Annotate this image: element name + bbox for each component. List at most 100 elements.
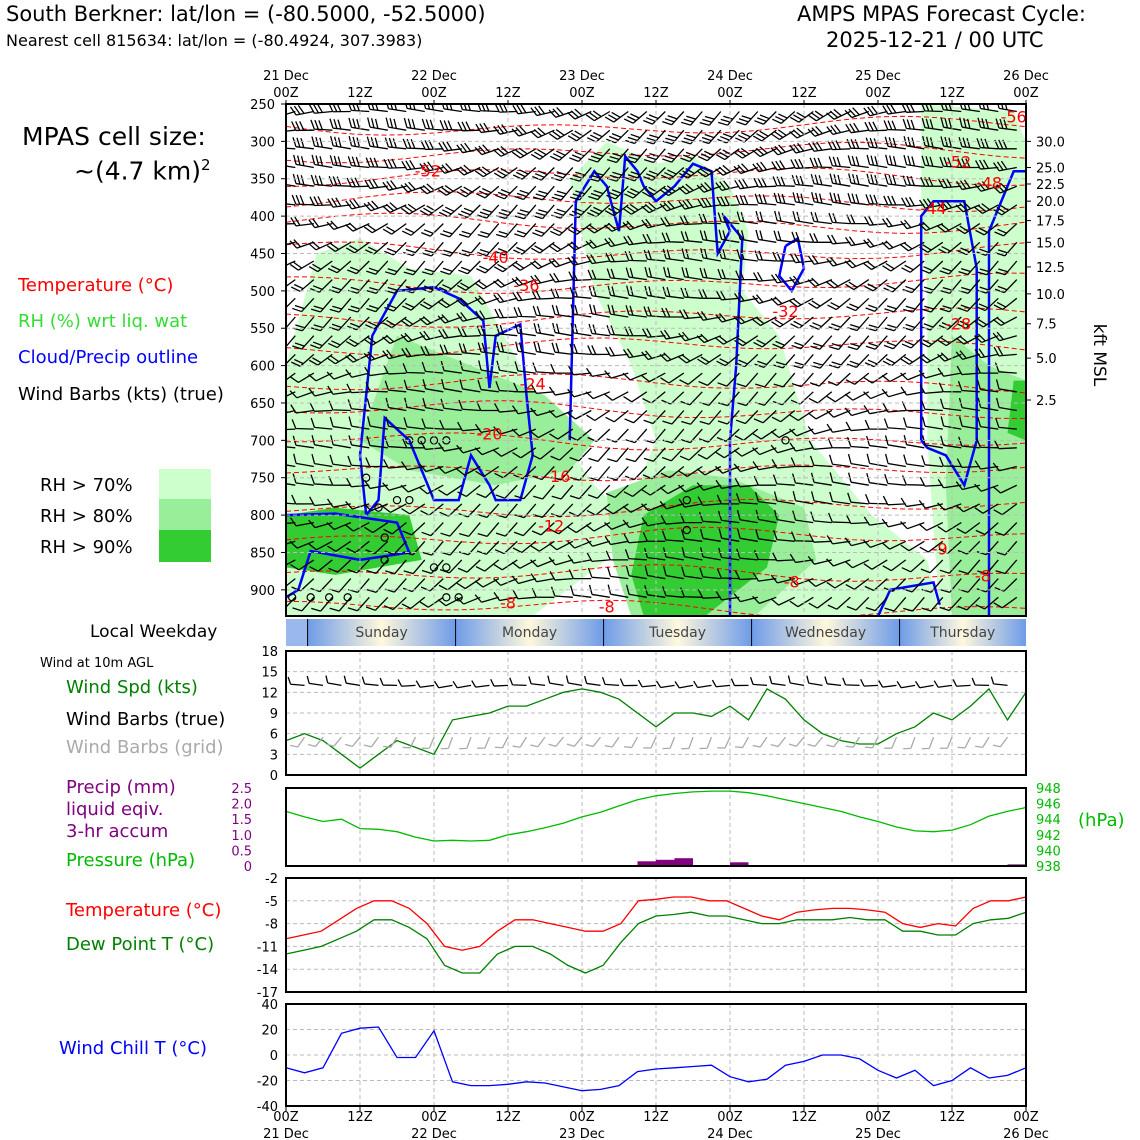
temp-panel-ytick-3: -11 [257, 940, 278, 955]
wind-barb-400 [286, 297, 296, 312]
surface-grid-barb-9 [440, 736, 454, 750]
cloud-outline-5 [987, 170, 1026, 616]
wind-barb-510 [829, 335, 851, 351]
wind-barb-752 [865, 435, 888, 449]
wind-barb-553 [882, 353, 907, 367]
wind-barb-715 [921, 416, 943, 430]
legend-rh: RH (%) wrt liq. wat [18, 311, 188, 332]
wind-barb-388 [789, 275, 814, 286]
wind-barb-245 [363, 223, 389, 234]
wind-barb-323 [327, 260, 352, 274]
wind-barb-363 [329, 279, 352, 294]
surface-wind-barb-17 [584, 675, 601, 687]
wind-barb-1016 [568, 569, 592, 580]
calm-circle-11 [343, 593, 352, 602]
wind-barb-1069 [808, 596, 833, 609]
wind-barb-522 [308, 353, 333, 366]
wind-barb-531 [477, 342, 499, 356]
wind-barb-81 [292, 137, 314, 150]
wind-barb-1014 [530, 573, 555, 583]
calm-circle-9 [306, 593, 315, 602]
wind-barb-954 [900, 540, 925, 552]
wind-barb-597 [956, 365, 980, 376]
wind-barb-810 [457, 484, 481, 498]
wind-barb-424 [716, 290, 740, 301]
pressure-ytick-0: 938 [1036, 860, 1061, 875]
wind-barb-975 [548, 556, 573, 566]
wind-barb-614 [531, 384, 555, 395]
wind-barb-4 [347, 104, 370, 113]
wind-barb-798 [974, 460, 999, 470]
wind-barb-596 [937, 367, 962, 377]
wind-barb-103 [698, 148, 722, 162]
cloud-outline-3 [777, 236, 806, 294]
wind-barb-248 [421, 223, 444, 237]
wind-barb-321 [289, 260, 315, 271]
wind-barb-960 [286, 559, 296, 569]
wind-barb-560 [286, 372, 296, 385]
wind-barb-637 [957, 381, 980, 393]
wind-barb-550 [828, 353, 851, 369]
wind-barb-48 [421, 118, 444, 131]
wind-barb-71 [845, 122, 869, 134]
surface-grid-barb-18 [604, 736, 620, 748]
wind-barb-586 [755, 372, 777, 388]
wind-barb-1076 [939, 596, 962, 612]
wind-barb-964 [347, 559, 370, 574]
bottom-date-label-6: 24 Dec [707, 1127, 753, 1140]
wind-barb-108 [789, 142, 814, 154]
wind-barb-369 [439, 279, 463, 293]
wind-barb-734 [531, 447, 555, 460]
wind-barb-110 [827, 140, 851, 151]
wind-barb-1057 [588, 584, 610, 598]
chill-panel-ytick-4: -40 [257, 1100, 278, 1115]
wind-barb-876 [937, 502, 962, 511]
wind-barb-998 [977, 559, 999, 575]
wind-barb-515 [919, 335, 944, 348]
wind-barb-713 [883, 418, 906, 430]
wind-barb-480 [286, 335, 296, 351]
wind-barb-786 [752, 461, 777, 471]
wind-barb-213 [514, 204, 537, 220]
wind-barb-816 [569, 484, 592, 500]
wind-barb-504 [715, 335, 740, 345]
wind-barb-561 [289, 372, 315, 383]
wind-barb-961 [290, 559, 315, 571]
bottom-date-label-8: 25 Dec [855, 1127, 901, 1140]
wind-barb-730 [456, 444, 481, 454]
wind-barb-965 [366, 559, 389, 575]
wind-barb-1078 [975, 596, 999, 610]
wind-barb-223 [697, 197, 721, 209]
wind-barb-765 [365, 457, 388, 468]
hpa-tick-label-500: 500 [250, 285, 275, 300]
wind-barb-517 [955, 335, 981, 345]
wind-barb-222 [678, 199, 703, 210]
wind-barb-482 [310, 335, 333, 350]
wind-barb-813 [514, 484, 537, 500]
precip-ytick-1: 0.5 [231, 844, 252, 859]
wind-barb-260 [641, 218, 666, 229]
temperature-contour-label-1: -52 [415, 162, 441, 181]
wind-barb-793 [884, 453, 906, 468]
wind-barb-384 [717, 268, 740, 281]
pressure-line [285, 790, 1027, 842]
wind-barb-934 [530, 540, 555, 552]
temperature-contour-15 [286, 564, 1026, 582]
wind-barb-844 [345, 501, 370, 510]
wind-barb-638 [976, 379, 999, 393]
wind-barb-842 [309, 496, 333, 507]
wind-barb-27 [772, 111, 796, 124]
wind-barb-333 [511, 260, 537, 271]
wind-barb-227 [773, 192, 795, 206]
wind-barb-589 [809, 372, 833, 387]
wind-barb-540 [641, 350, 666, 361]
wind-barb-429 [808, 297, 833, 309]
chill-panel-ytick-3: -20 [257, 1075, 278, 1090]
wind-barb-143 [696, 166, 722, 178]
wind-barb-183 [696, 181, 722, 193]
calm-circle-4 [380, 533, 389, 542]
top-hour-label-7: 12Z [791, 86, 817, 101]
surface-grid-barb-24 [717, 736, 731, 749]
surface-grid-barb-29 [807, 736, 824, 748]
weekday-label: Local Weekday [90, 622, 218, 642]
